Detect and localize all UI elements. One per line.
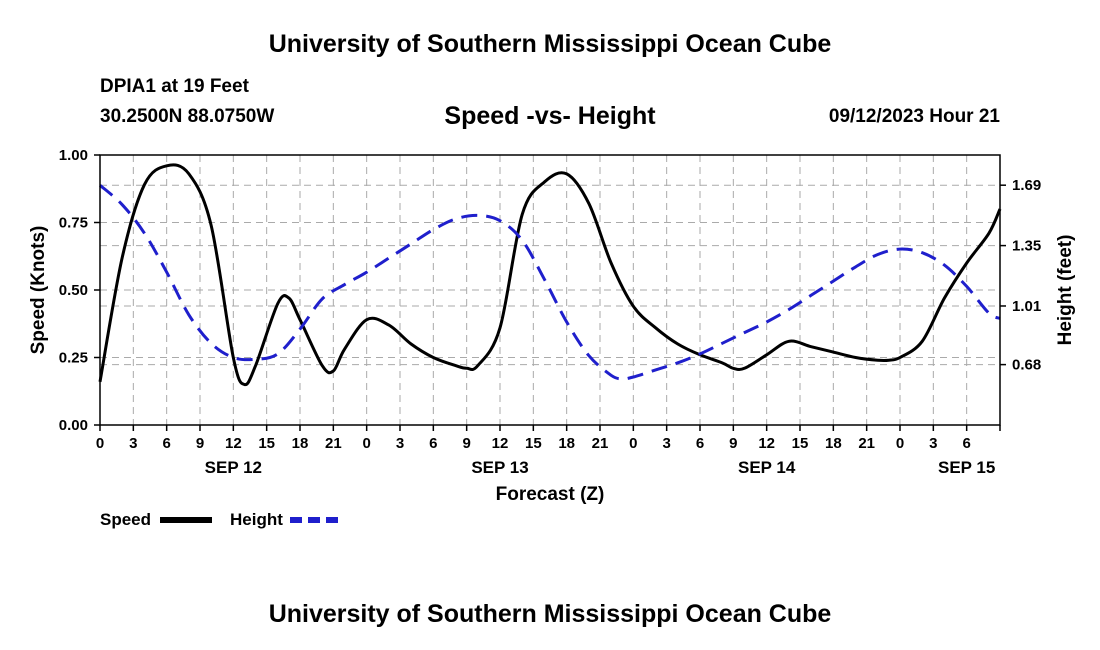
station-coordinates: 30.2500N 88.0750W [100, 106, 275, 127]
y-tick-label: 0.75 [59, 215, 88, 232]
x-tick-label: 6 [962, 435, 970, 452]
x-tick-label: 6 [162, 435, 170, 452]
footer-title: University of Southern Mississippi Ocean… [268, 600, 832, 628]
legend-label-speed: Speed [100, 510, 151, 529]
date-label: SEP 15 [938, 458, 995, 477]
x-tick-label: 9 [462, 435, 470, 452]
y-tick-label: 1.00 [59, 147, 88, 164]
y-tick-label: 0.00 [59, 417, 88, 434]
y-tick-label: 0.50 [59, 282, 88, 299]
x-tick-label: 15 [525, 435, 542, 452]
y2-tick-label: 0.68 [1012, 357, 1041, 374]
y2-tick-label: 1.69 [1012, 177, 1041, 194]
x-tick-label: 0 [896, 435, 904, 452]
x-tick-label: 21 [592, 435, 609, 452]
page-title: University of Southern Mississippi Ocean… [268, 30, 832, 58]
y-tick-label: 0.25 [59, 350, 88, 367]
legend: Speed Height [100, 510, 342, 529]
x-tick-label: 18 [825, 435, 842, 452]
chart-title: Speed -vs- Height [444, 102, 656, 130]
series-lines [98, 163, 1002, 387]
x-tick-label: 12 [492, 435, 509, 452]
x-tick-label: 15 [258, 435, 275, 452]
x-tick-label: 9 [196, 435, 204, 452]
axes: 0 3 6 9 12 15 18 21 0 3 6 9 12 15 18 21 0 3 6 9 12 15 18 21 0 3 6 S… [59, 147, 1041, 477]
x-tick-label: 0 [362, 435, 370, 452]
y2-tick-label: 1.01 [1012, 298, 1041, 315]
x-axis-label: Forecast (Z) [496, 484, 605, 505]
x-tick-label: 3 [662, 435, 670, 452]
x-tick-label: 12 [225, 435, 242, 452]
x-tick-label: 3 [129, 435, 137, 452]
x-tick-label: 0 [629, 435, 637, 452]
x-tick-label: 21 [325, 435, 342, 452]
legend-label-height: Height [230, 510, 283, 529]
x-tick-label: 3 [396, 435, 404, 452]
grid-lines [100, 155, 1000, 425]
y2-tick-label: 1.35 [1012, 238, 1041, 255]
y2-axis-label: Height (feet) [1055, 235, 1076, 346]
x-tick-label: 3 [929, 435, 937, 452]
x-tick-label: 15 [792, 435, 809, 452]
station-label: DPIA1 at 19 Feet [100, 76, 249, 97]
x-tick-label: 18 [292, 435, 309, 452]
x-tick-label: 6 [429, 435, 437, 452]
x-tick-label: 18 [558, 435, 575, 452]
x-tick-label: 0 [96, 435, 104, 452]
date-label: SEP 12 [205, 458, 262, 477]
date-label: SEP 13 [471, 458, 528, 477]
series-line-height [99, 184, 1001, 381]
x-tick-label: 21 [858, 435, 875, 452]
x-tick-label: 9 [729, 435, 737, 452]
x-tick-label: 12 [758, 435, 775, 452]
x-tick-label: 6 [696, 435, 704, 452]
series-line-speed [98, 163, 1002, 387]
forecast-datetime: 09/12/2023 Hour 21 [828, 106, 1000, 127]
y-axis-label: Speed (Knots) [28, 226, 49, 355]
date-label: SEP 14 [738, 458, 796, 477]
